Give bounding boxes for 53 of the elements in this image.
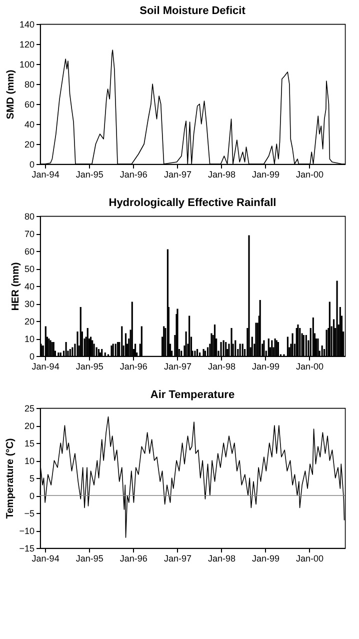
y-axis-title: HER (mm) xyxy=(10,262,22,311)
x-tick-label: Jan-95 xyxy=(76,554,104,564)
y-tick-label: −10 xyxy=(19,526,34,536)
y-tick-label: 140 xyxy=(19,20,34,30)
y-tick-label: 70 xyxy=(24,229,34,239)
x-tick-label: Jan-99 xyxy=(252,170,280,180)
y-tick-label: 10 xyxy=(24,456,34,466)
x-tick-label: Jan-95 xyxy=(76,362,104,372)
x-tick-label: Jan-94 xyxy=(32,170,60,180)
y-tick-label: 120 xyxy=(19,40,34,50)
y-tick-label: 20 xyxy=(24,421,34,431)
y-tick-label: −5 xyxy=(24,508,34,518)
y-tick-label: 50 xyxy=(24,264,34,274)
x-tick-label: Jan-97 xyxy=(164,170,192,180)
x-tick-label: Jan-96 xyxy=(120,362,148,372)
y-tick-label: 15 xyxy=(24,438,34,448)
y-tick-label: 60 xyxy=(24,246,34,256)
x-tick-label: Jan-94 xyxy=(32,362,60,372)
x-tick-label: Jan-98 xyxy=(208,170,236,180)
y-tick-label: 80 xyxy=(24,80,34,90)
y-tick-label: 80 xyxy=(24,212,34,222)
x-tick-label: Jan-98 xyxy=(208,554,236,564)
chart-title: Air Temperature xyxy=(150,389,235,401)
x-tick-label: Jan-96 xyxy=(120,170,148,180)
x-tick-label: Jan-00 xyxy=(296,362,324,372)
x-tick-label: Jan-97 xyxy=(164,362,192,372)
x-tick-label: Jan-99 xyxy=(252,362,280,372)
y-tick-label: 0 xyxy=(29,491,34,501)
y-tick-label: 25 xyxy=(24,404,34,414)
x-tick-label: Jan-98 xyxy=(208,362,236,372)
x-tick-label: Jan-97 xyxy=(164,554,192,564)
y-tick-label: 20 xyxy=(24,140,34,150)
x-tick-label: Jan-96 xyxy=(120,554,148,564)
y-tick-label: 0 xyxy=(29,352,34,362)
y-tick-label: 10 xyxy=(24,334,34,344)
y-axis-title: SMD (mm) xyxy=(5,70,16,120)
x-tick-label: Jan-99 xyxy=(252,554,280,564)
x-tick-label: Jan-00 xyxy=(296,170,324,180)
x-tick-label: Jan-00 xyxy=(296,554,324,564)
y-tick-label: 40 xyxy=(24,282,34,292)
chart-title: Soil Moisture Deficit xyxy=(140,5,246,17)
y-tick-label: 0 xyxy=(29,160,34,170)
chart-title: Hydrologically Effective Rainfall xyxy=(108,197,276,209)
y-tick-label: 20 xyxy=(24,316,34,326)
y-axis-title: Temperature (°C) xyxy=(5,438,16,519)
y-tick-label: 100 xyxy=(19,60,34,70)
x-tick-label: Jan-94 xyxy=(32,554,60,564)
y-tick-label: 30 xyxy=(24,299,34,309)
y-tick-label: 60 xyxy=(24,100,34,110)
y-tick-label: 40 xyxy=(24,120,34,130)
y-tick-label: −15 xyxy=(19,544,34,554)
y-tick-label: 5 xyxy=(29,474,34,484)
x-tick-label: Jan-95 xyxy=(76,170,104,180)
